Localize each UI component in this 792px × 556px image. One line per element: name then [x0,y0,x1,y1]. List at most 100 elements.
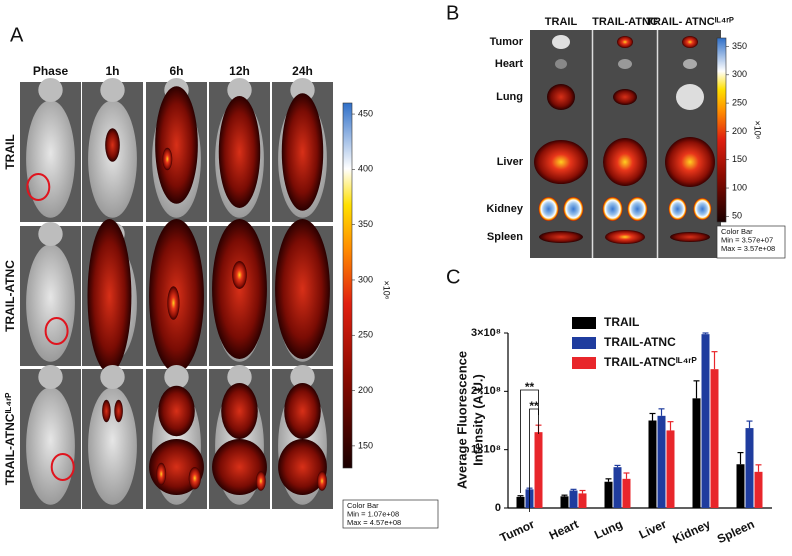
row-label: Spleen [487,231,523,243]
colorbar-unit: ×10⁶ [753,121,763,140]
colorbar-box-text: Color Bar [347,501,379,510]
organ [534,140,588,184]
signal [232,261,247,289]
colorbar-tick-label: 250 [732,97,747,107]
tumor-circle [44,317,69,345]
colorbar-tick-label: 150 [358,440,373,450]
bar [613,467,622,508]
mouse-head [38,222,63,246]
signal [188,467,201,490]
y-tick-label: 3×10⁸ [471,327,501,339]
organ [682,36,698,48]
mouse-head [290,365,315,389]
signal [114,399,123,423]
bar [692,398,701,508]
mouse-body [88,387,137,505]
organ [618,59,632,69]
signal [284,383,321,439]
bar [745,428,754,508]
column-header: TRAIL [545,16,578,28]
x-tick-label: Heart [547,517,581,543]
tumor-circle [50,453,75,481]
y-tick-label: 2×10⁸ [471,385,501,397]
bar [604,481,613,508]
colorbar-tick-label: 350 [358,219,373,229]
colorbar-box-text: Min = 1.07e+08 [347,509,399,518]
x-tick-label: Spleen [715,517,757,546]
bar [534,432,543,508]
annotation: ** [529,399,539,413]
organ [670,232,710,242]
legend-swatch [572,357,596,369]
mouse-head [227,365,252,389]
organ [602,197,623,221]
colorbar-box [716,225,786,259]
signal [167,286,180,320]
organ [538,197,559,221]
bar [754,471,763,508]
colorbar-tick-label: 250 [358,330,373,340]
mouse-body [26,387,75,505]
colorbar-unit: ×10⁶ [382,281,392,300]
bar [516,496,525,508]
mouse-head [38,78,63,102]
organ [605,230,645,244]
x-tick-label: Lung [592,517,624,542]
row-label: TRAIL-ATNCᴵᴸ⁴ʳᴾ [3,393,17,486]
bar [657,415,666,508]
row-label: Lung [496,91,523,103]
signal [156,462,167,486]
mouse-head [227,78,252,102]
content: A Phase 1h 6h 12h 24h TRAIL TRAIL-ATNC TRAIL-ATN… [3,2,786,547]
bar [648,420,657,508]
bar [578,493,587,508]
signal [102,399,111,423]
signal [281,93,324,211]
column-header: 24h [292,64,313,78]
colorbar-box-text: Color Bar [721,227,753,236]
organ [547,84,575,110]
sig-bracket [529,408,539,512]
signal [278,439,327,495]
signal [218,96,261,208]
x-tick-label: Kidney [670,517,712,547]
bar [736,464,745,508]
column-header: TRAIL- ATNCᴵᴸ⁴ʳᴾ [646,16,734,28]
legend-swatch [572,337,596,349]
sig-bracket [520,389,539,493]
legend-label: TRAIL-ATNC [604,335,676,349]
y-tick-label: 0 [495,502,501,514]
colorbar-tick-label: 50 [732,211,742,221]
signal [158,385,195,437]
mouse-head [100,365,125,389]
colorbar-box-text: Max = 4.57e+08 [347,518,401,527]
organ [627,197,648,221]
mouse-body [26,244,75,362]
organ [539,231,583,243]
row-label: Kidney [486,203,524,215]
organ [617,36,633,48]
row-label: TRAIL-ATNC [3,260,17,332]
organ [555,59,567,69]
organ [668,198,687,220]
legend-label: TRAIL [604,315,639,329]
colorbar-tick-label: 300 [732,69,747,79]
organ [563,197,584,221]
colorbar-tick-label: 100 [732,182,747,192]
tumor-circle [26,173,51,201]
bar [666,430,675,508]
mouse-body [26,100,75,218]
colorbar-box [342,499,439,529]
annotation: ** [525,380,535,394]
bar [710,369,719,508]
organ [552,35,570,49]
row-label: Tumor [490,36,524,48]
y-axis-label: Intensity (A.U.) [470,374,485,466]
signal [162,147,173,171]
colorbar-tick-label: 450 [358,108,373,118]
colorbar-tick-label: 400 [358,164,373,174]
organ [683,59,697,69]
colorbar-box-text: Min = 3.57e+07 [721,235,773,244]
column-header: 12h [229,64,250,78]
